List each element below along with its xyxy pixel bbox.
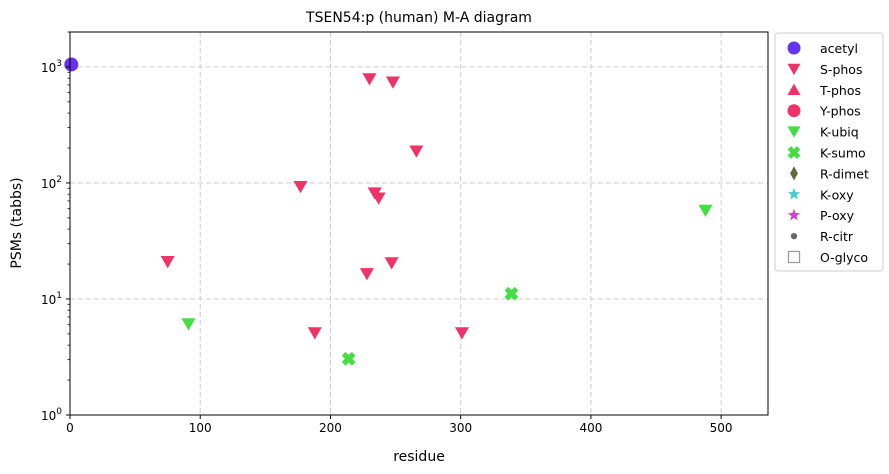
data-point-s-phos xyxy=(362,73,377,86)
legend-label: T-phos xyxy=(819,83,861,98)
data-point-acetyl xyxy=(64,57,79,72)
legend: acetyl S-phos T-phos Y-phos K-ubiq K-sumo R-di… xyxy=(774,32,884,272)
legend-label: S-phos xyxy=(820,62,862,77)
legend-frame xyxy=(774,32,884,272)
x-tick-label: 100 xyxy=(189,421,212,435)
data-point-k-sumo xyxy=(341,351,356,366)
legend-label: O-glyco xyxy=(820,250,868,265)
x-tick-label: 300 xyxy=(449,421,472,435)
legend-marker-acetyl xyxy=(787,41,801,55)
legend-label: P-oxy xyxy=(820,208,855,223)
x-tick-label: 500 xyxy=(710,421,733,435)
x-tick-label: 400 xyxy=(579,421,602,435)
x-tick-label: 0 xyxy=(66,421,74,435)
data-points xyxy=(64,57,713,366)
legend-marker-t-phos xyxy=(787,83,801,95)
data-point-k-ubiq xyxy=(698,204,713,218)
legend-label: K-sumo xyxy=(820,146,866,161)
legend-label: K-oxy xyxy=(820,187,854,202)
data-point-s-phos xyxy=(384,257,399,270)
legend-marker-k-ubiq xyxy=(787,126,801,138)
data-point-s-phos xyxy=(371,192,386,205)
data-point-k-sumo xyxy=(504,286,519,301)
data-point-s-phos xyxy=(359,268,374,281)
legend-label: R-citr xyxy=(820,229,854,244)
legend-marker-r-citr xyxy=(790,232,798,240)
data-point-k-ubiq xyxy=(181,318,196,331)
data-point-s-phos xyxy=(454,327,469,340)
data-point-s-phos xyxy=(385,76,400,89)
legend-marker-k-oxy xyxy=(787,187,801,200)
y-axis-label: PSMs (tabbs) xyxy=(9,177,25,268)
legend-label: R-dimet xyxy=(820,166,869,181)
y-tick-label: 101 xyxy=(41,291,62,307)
axis-ticks: 0 100 200 300 400 500 100 101 102 103 xyxy=(41,31,733,435)
grid-lines xyxy=(70,32,768,415)
x-axis-label: residue xyxy=(393,449,445,465)
data-point-s-phos xyxy=(409,145,424,158)
plot-frame xyxy=(69,31,769,416)
legend-label: K-ubiq xyxy=(820,125,859,140)
y-tick-label: 102 xyxy=(41,175,62,191)
legend-label: Y-phos xyxy=(819,104,861,119)
legend-marker-o-glyco xyxy=(787,250,801,264)
x-tick-label: 200 xyxy=(319,421,342,435)
legend-marker-s-phos xyxy=(787,63,801,76)
y-tick-label: 103 xyxy=(41,59,62,75)
legend-marker-r-dimet xyxy=(790,166,798,181)
data-point-s-phos xyxy=(160,255,175,269)
data-point-s-phos xyxy=(307,327,322,340)
data-point-s-phos xyxy=(293,181,308,194)
legend-label: acetyl xyxy=(820,41,858,56)
legend-marker-p-oxy xyxy=(787,208,801,221)
legend-marker-k-sumo xyxy=(787,146,801,159)
y-tick-label: 100 xyxy=(41,407,62,423)
chart-title: TSEN54:p (human) M-A diagram xyxy=(305,10,532,26)
legend-marker-y-phos xyxy=(787,104,801,118)
